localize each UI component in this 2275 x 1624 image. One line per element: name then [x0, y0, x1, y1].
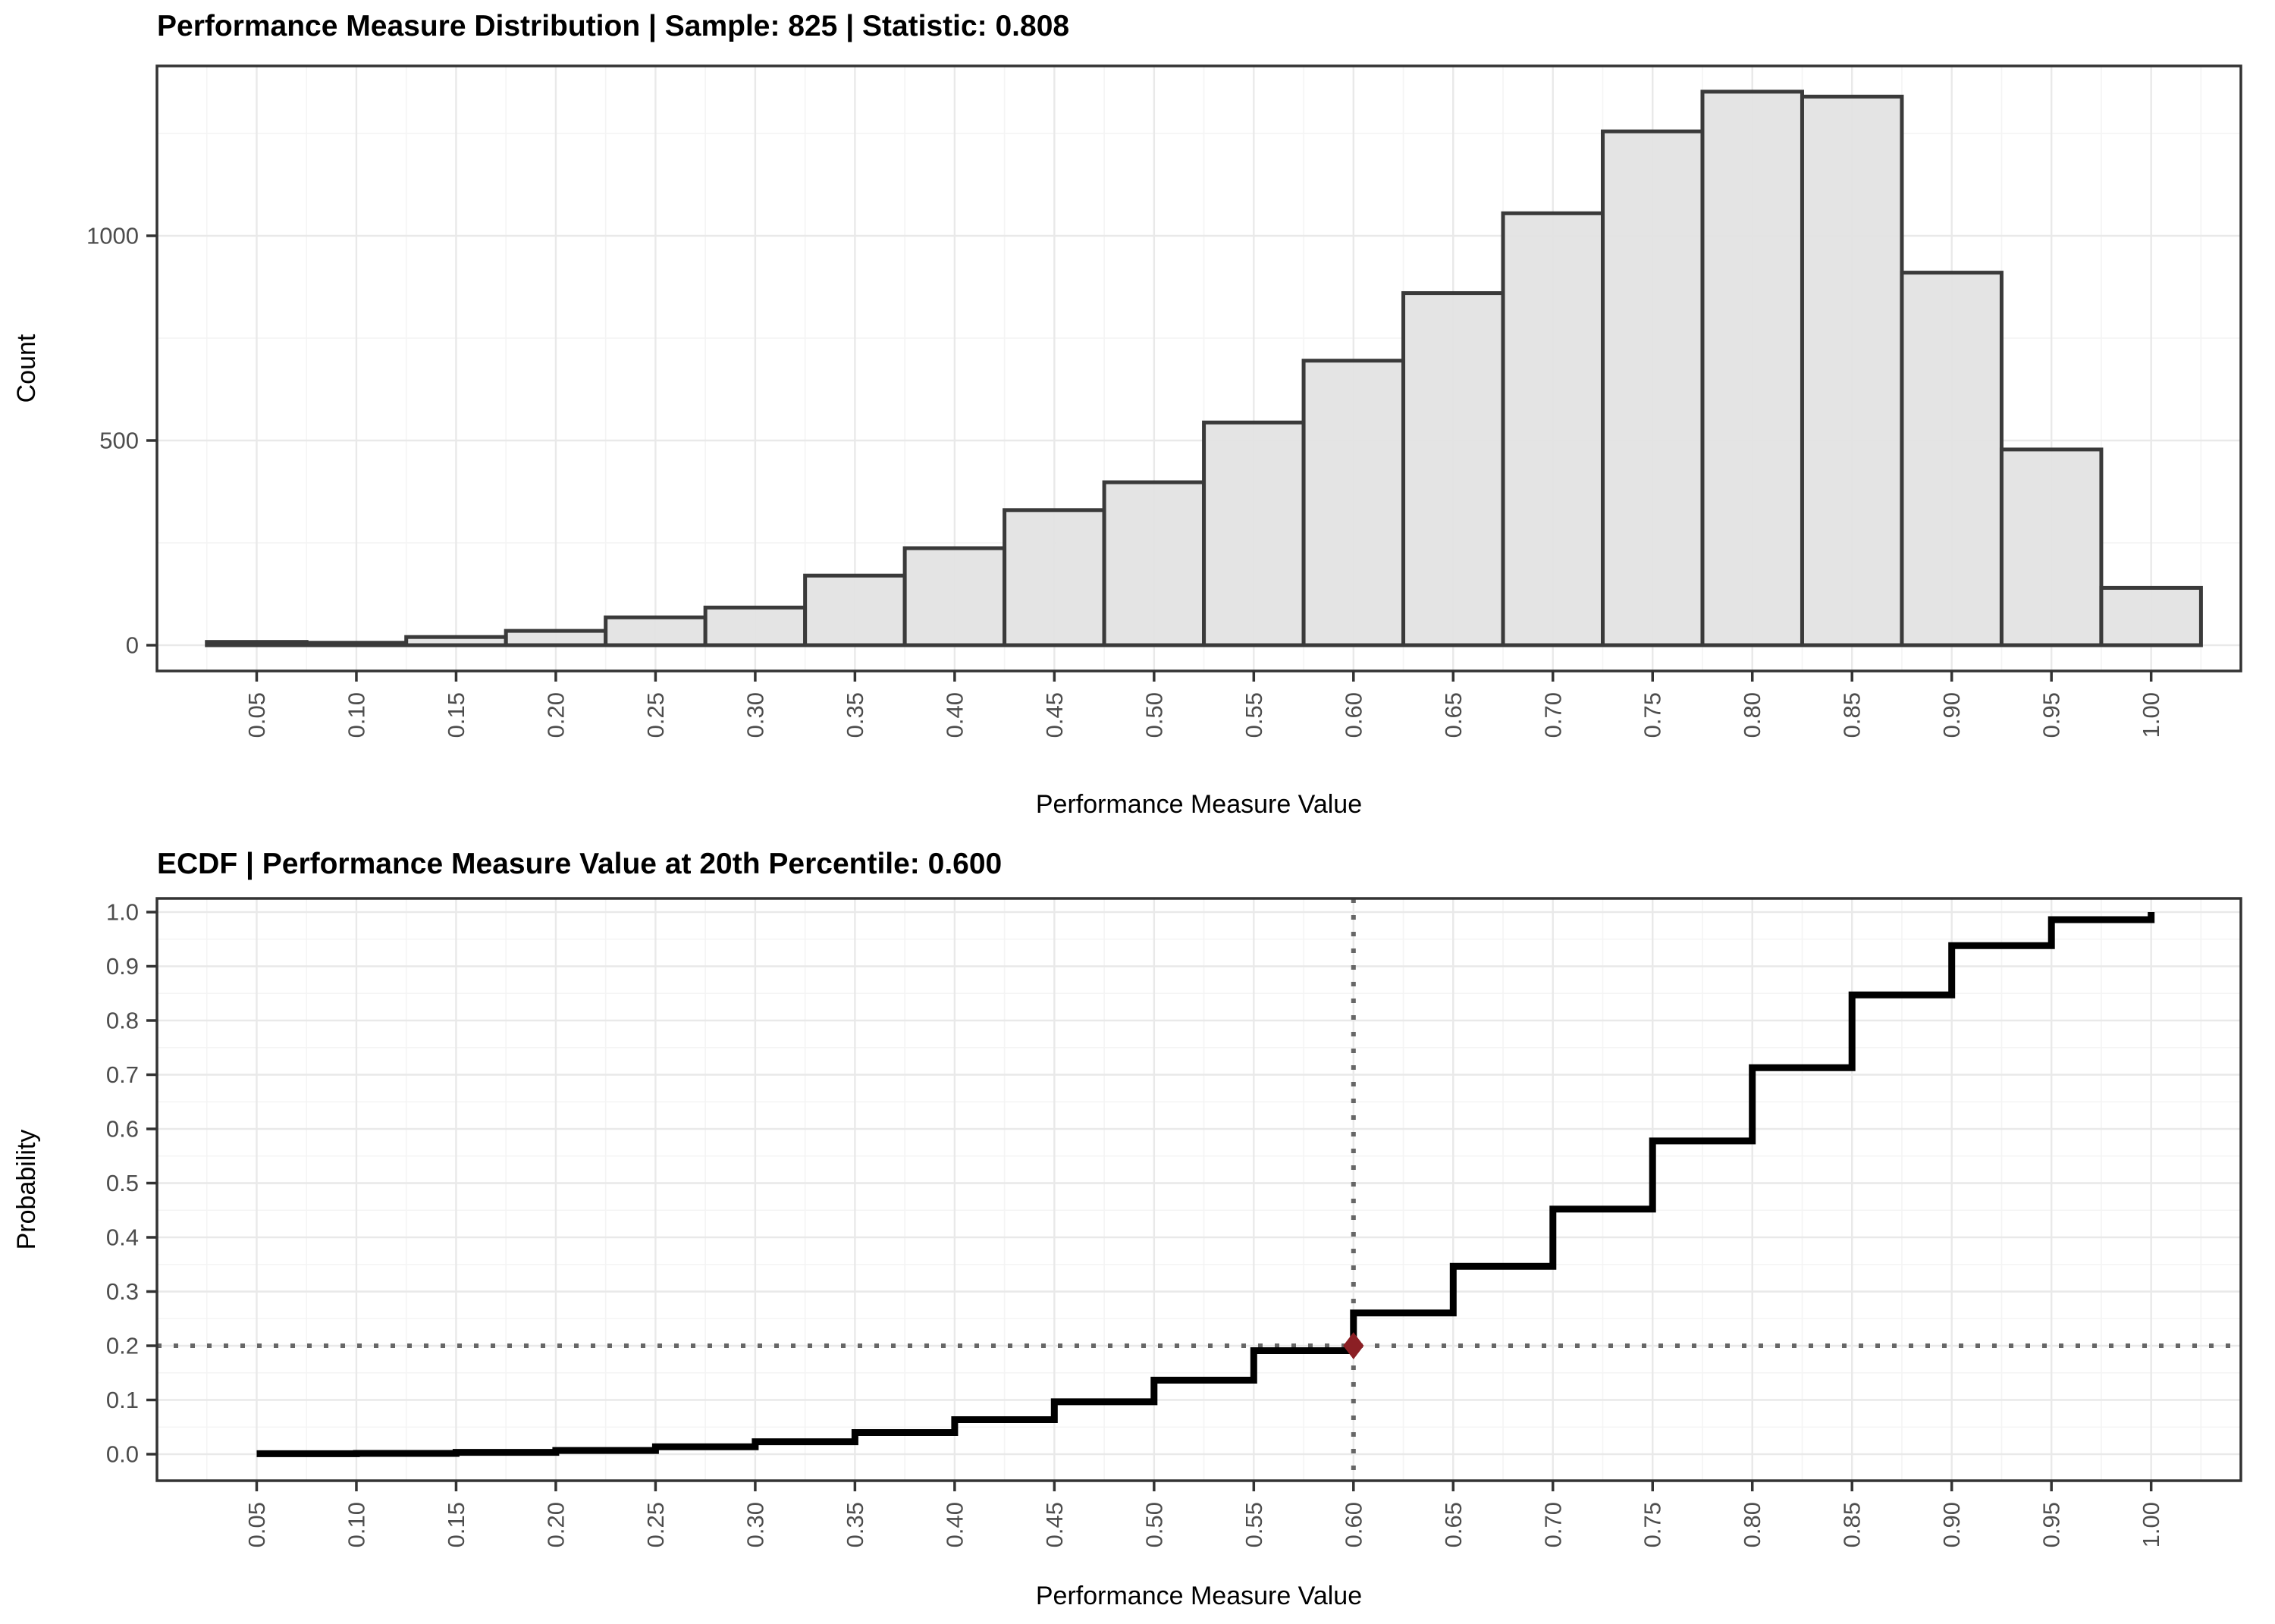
- x-axis-tick-label: 1.00: [2138, 1502, 2164, 1547]
- x-axis-tick-label: 0.80: [1739, 1502, 1765, 1547]
- x-axis-tick-label: 0.70: [1539, 1502, 1566, 1547]
- histogram-bar: [504, 629, 608, 647]
- y-axis-tick-label: 0.3: [106, 1278, 139, 1305]
- x-axis-tick-label: 0.10: [343, 1502, 369, 1547]
- x-axis-tick-label: 0.85: [1839, 692, 1866, 738]
- ecdf-panel: ECDF | Performance Measure Value at 20th…: [12, 848, 2242, 1610]
- y-axis-tick-label: 500: [99, 428, 139, 454]
- y-axis-tick-label: 0.4: [106, 1224, 139, 1251]
- histogram-bar: [1401, 291, 1505, 647]
- y-axis-tick-label: 0.6: [106, 1116, 139, 1143]
- histogram-bar: [1003, 508, 1106, 647]
- histogram-bar: [1999, 447, 2104, 647]
- histogram-bar: [1800, 94, 1904, 647]
- histogram-bar: [703, 605, 808, 647]
- histogram-bar: [404, 635, 508, 647]
- histogram-bar: [1102, 480, 1207, 647]
- x-axis-tick-label: 0.75: [1640, 692, 1666, 738]
- ecdf-step-line: [256, 912, 2155, 1457]
- x-axis-tick-label: 0.95: [2038, 692, 2065, 738]
- x-axis-tick-label: 0.05: [243, 692, 270, 738]
- y-axis-tick-label: 0.7: [106, 1061, 139, 1088]
- histogram-panel: Performance Measure Distribution | Sampl…: [12, 10, 2242, 819]
- ecdf-y-axis-title: Probability: [12, 1130, 41, 1250]
- y-axis-tick-label: 0.5: [106, 1170, 139, 1196]
- x-axis-tick-label: 0.95: [2038, 1502, 2065, 1547]
- x-axis-tick-label: 1.00: [2138, 692, 2164, 738]
- x-axis-tick-label: 0.45: [1041, 692, 1068, 738]
- x-axis-tick-label: 0.75: [1640, 1502, 1666, 1547]
- histogram-bar: [1501, 211, 1605, 647]
- histogram-bar: [205, 640, 309, 647]
- histogram-bar: [604, 615, 708, 647]
- histogram-y-axis-title: Count: [12, 334, 41, 403]
- x-axis-tick-label: 0.85: [1839, 1502, 1866, 1547]
- x-axis-tick-label: 0.30: [742, 692, 768, 738]
- histogram-bar: [902, 546, 1007, 647]
- histogram-bar: [2099, 585, 2203, 647]
- x-axis-tick-label: 0.40: [941, 1502, 968, 1547]
- histogram-bar: [1700, 89, 1804, 647]
- y-axis-tick-label: 0.9: [106, 953, 139, 980]
- x-axis-tick-label: 0.15: [443, 692, 469, 738]
- x-axis-tick-label: 0.35: [842, 1502, 868, 1547]
- x-axis-tick-label: 0.40: [941, 692, 968, 738]
- ecdf-plot-area: 0.05 0.10 0.15 0.20 0.25 0.30 0.35 0.40 0.45 0.50…: [106, 897, 2242, 1547]
- x-axis-tick-label: 0.80: [1739, 692, 1765, 738]
- ecdf-title: ECDF | Performance Measure Value at 20th…: [157, 848, 1002, 880]
- ecdf-x-axis-title: Performance Measure Value: [1036, 1582, 1362, 1610]
- histogram-bar: [1900, 271, 2004, 647]
- x-axis-tick-label: 0.10: [343, 692, 369, 738]
- x-axis-tick-label: 0.45: [1041, 1502, 1068, 1547]
- histogram-bar: [1601, 129, 1705, 647]
- percentile-point: [1343, 1332, 1364, 1359]
- x-axis-tick-label: 0.55: [1241, 692, 1267, 738]
- x-axis-tick-label: 0.50: [1141, 692, 1167, 738]
- x-axis-tick-label: 0.55: [1241, 1502, 1267, 1547]
- y-axis-tick-label: 0.0: [106, 1441, 139, 1468]
- histogram-x-axis-title: Performance Measure Value: [1036, 790, 1362, 819]
- y-axis-tick-label: 0.8: [106, 1008, 139, 1034]
- histogram-plot-area: 0.05 0.10 0.15 0.20 0.25 0.30 0.35 0.40 0.45 0.50…: [86, 64, 2242, 738]
- x-axis-tick-label: 0.90: [1938, 1502, 1965, 1547]
- panel-border: [155, 897, 2242, 1482]
- histogram-bar: [304, 641, 409, 647]
- x-axis-tick-label: 0.25: [642, 1502, 669, 1547]
- x-axis-tick-label: 0.05: [243, 1502, 270, 1547]
- histogram-bar: [803, 573, 907, 647]
- y-axis-tick-label: 0: [126, 632, 139, 659]
- histogram-bar: [1301, 359, 1406, 647]
- x-axis-tick-label: 0.70: [1539, 692, 1566, 738]
- x-axis-tick-label: 0.25: [642, 692, 669, 738]
- x-axis-tick-label: 0.20: [542, 692, 569, 738]
- x-axis-tick-label: 0.90: [1938, 692, 1965, 738]
- x-axis-tick-label: 0.35: [842, 692, 868, 738]
- x-axis-tick-label: 0.15: [443, 1502, 469, 1547]
- panel-border: [155, 64, 2242, 672]
- x-axis-tick-label: 0.60: [1340, 692, 1367, 738]
- x-axis-tick-label: 0.65: [1440, 692, 1467, 738]
- histogram-title: Performance Measure Distribution | Sampl…: [157, 10, 1069, 42]
- y-axis-tick-label: 0.1: [106, 1387, 139, 1413]
- x-axis-tick-label: 0.60: [1340, 1502, 1367, 1547]
- x-axis-tick-label: 0.20: [542, 1502, 569, 1547]
- x-axis-tick-label: 0.30: [742, 1502, 768, 1547]
- x-axis-tick-label: 0.65: [1440, 1502, 1467, 1547]
- histogram-bar: [1202, 420, 1306, 647]
- x-axis-tick-label: 0.50: [1141, 1502, 1167, 1547]
- y-axis-tick-label: 0.2: [106, 1333, 139, 1359]
- y-axis-tick-label: 1000: [86, 223, 139, 249]
- y-axis-tick-label: 1.0: [106, 899, 139, 926]
